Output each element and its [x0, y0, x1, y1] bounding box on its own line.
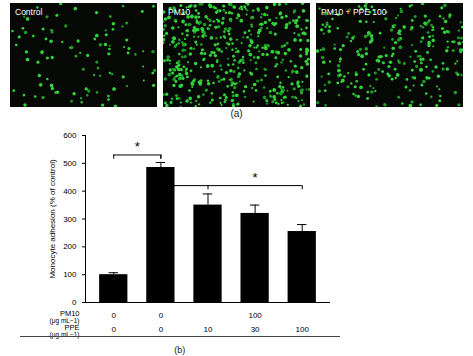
svg-text:300: 300 — [63, 215, 77, 224]
svg-text:600: 600 — [63, 131, 77, 140]
svg-text:(μg mL−1): (μg mL−1) — [49, 317, 80, 325]
svg-text:*: * — [135, 139, 140, 154]
html-text:(a): (a) — [230, 108, 243, 119]
svg-text:(b): (b) — [174, 345, 185, 355]
svg-text:0: 0 — [112, 325, 117, 334]
svg-text:10: 10 — [204, 325, 213, 334]
svg-text:*: * — [253, 170, 258, 185]
svg-text:0: 0 — [112, 311, 117, 320]
svg-text:PM10: PM10 — [168, 7, 190, 17]
svg-text:100: 100 — [248, 311, 262, 320]
svg-text:200: 200 — [63, 242, 77, 251]
svg-text:0: 0 — [159, 325, 164, 334]
svg-text:100: 100 — [63, 270, 77, 279]
svg-text:PM10 + PPE 100: PM10 + PPE 100 — [321, 7, 387, 17]
svg-text:0: 0 — [159, 311, 164, 320]
svg-text:30: 30 — [251, 325, 260, 334]
svg-text:Monocyte adhesion (% of contro: Monocyte adhesion (% of control) — [48, 159, 57, 279]
svg-text:400: 400 — [63, 187, 77, 196]
svg-text:PPE: PPE — [64, 322, 80, 332]
svg-text:100: 100 — [296, 325, 310, 334]
svg-text:PM10: PM10 — [59, 308, 80, 318]
svg-text:0: 0 — [72, 298, 77, 307]
svg-text:Control: Control — [15, 7, 43, 17]
svg-text:(μg mL−1): (μg mL−1) — [49, 331, 80, 339]
svg-text:500: 500 — [63, 159, 77, 168]
